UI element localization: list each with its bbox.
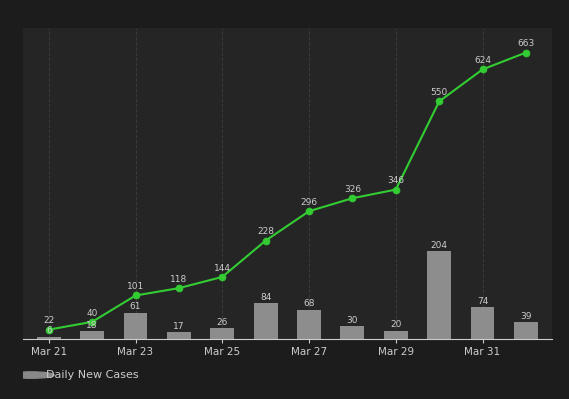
Text: 204: 204 — [431, 241, 448, 250]
Text: 40: 40 — [86, 308, 98, 318]
Bar — [340, 326, 364, 339]
Bar — [514, 322, 538, 339]
Text: 296: 296 — [300, 198, 318, 207]
Text: 624: 624 — [474, 56, 491, 65]
Text: 84: 84 — [260, 292, 271, 302]
Bar — [471, 307, 494, 339]
Text: 550: 550 — [431, 88, 448, 97]
Text: 346: 346 — [387, 176, 405, 185]
Bar — [123, 313, 147, 339]
Bar — [211, 328, 234, 339]
Text: 144: 144 — [214, 264, 231, 273]
Text: 663: 663 — [517, 39, 534, 48]
Text: 228: 228 — [257, 227, 274, 236]
Bar — [427, 251, 451, 339]
Text: 22: 22 — [43, 316, 55, 325]
Bar — [297, 310, 321, 339]
Bar — [384, 330, 408, 339]
Text: 6: 6 — [46, 326, 52, 335]
Bar — [37, 337, 61, 339]
Text: 326: 326 — [344, 185, 361, 194]
Text: 18: 18 — [86, 321, 98, 330]
Text: 68: 68 — [303, 300, 315, 308]
Bar — [254, 303, 278, 339]
Text: 61: 61 — [130, 302, 141, 312]
Text: 74: 74 — [477, 297, 488, 306]
Text: 118: 118 — [170, 275, 188, 284]
Text: Daily New Cases: Daily New Cases — [46, 370, 138, 380]
Text: 101: 101 — [127, 282, 144, 291]
Text: 17: 17 — [173, 322, 185, 330]
Text: 26: 26 — [217, 318, 228, 327]
Text: 30: 30 — [347, 316, 358, 325]
Text: 39: 39 — [520, 312, 531, 321]
Bar — [167, 332, 191, 339]
Text: 20: 20 — [390, 320, 402, 329]
Bar — [80, 331, 104, 339]
Circle shape — [9, 372, 54, 378]
